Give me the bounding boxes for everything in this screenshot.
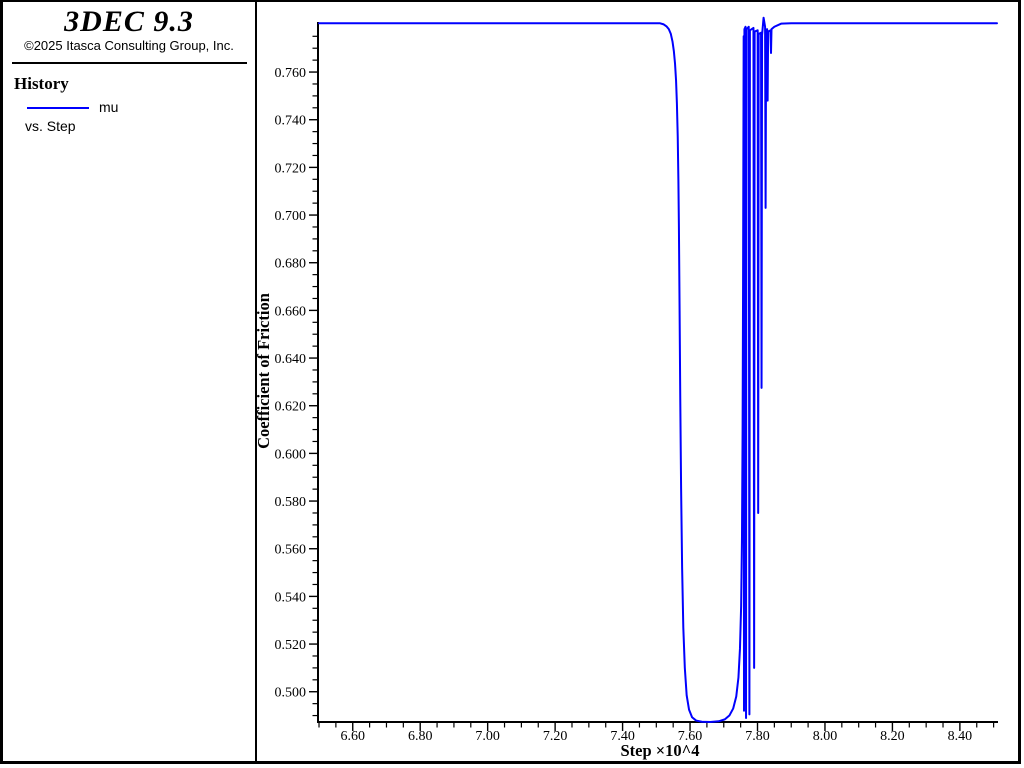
y-tick-label: 0.540 [275, 590, 307, 605]
y-tick-label: 0.600 [275, 447, 307, 462]
mu-series-swatch [27, 106, 89, 109]
y-tick-label: 0.700 [275, 209, 307, 224]
x-tick-label: 6.80 [408, 729, 433, 744]
x-axis-title: Step ×10^4 [620, 741, 699, 760]
legend-vs-label: vs. Step [25, 118, 76, 134]
x-tick-label: 8.40 [948, 729, 973, 744]
x-tick-label: 8.00 [813, 729, 838, 744]
y-tick-label: 0.740 [275, 114, 307, 129]
y-tick-label: 0.640 [275, 352, 307, 367]
history-heading: History [14, 74, 69, 93]
x-tick-label: 8.20 [880, 729, 905, 744]
x-tick-label: 7.60 [678, 729, 703, 744]
y-tick-label: 0.720 [275, 161, 307, 176]
app-title: 3DEC 9.3 [64, 5, 194, 38]
mu-series-line [318, 16, 998, 723]
y-tick-label: 0.620 [275, 400, 307, 415]
panel-divider [12, 62, 247, 64]
y-tick-label: 0.760 [275, 66, 307, 81]
y-tick-label: 0.520 [275, 638, 307, 653]
y-tick-label: 0.560 [275, 543, 307, 558]
history-chart: 6.60 6.80 7.00 7.20 7.40 7.60 7.80 8.00 8.20 8.40… [257, 16, 998, 760]
x-tick-label: 7.40 [610, 729, 635, 744]
x-tick-label: 7.20 [543, 729, 568, 744]
y-axis-title: Coefficient of Friction [257, 293, 273, 449]
y-tick-label: 0.660 [275, 304, 307, 319]
y-tick-label: 0.680 [275, 257, 307, 272]
legend-item-mu: mu [27, 100, 255, 115]
x-tick-label: 6.60 [340, 729, 365, 744]
y-tick-label: 0.500 [275, 686, 307, 701]
chart-area: 6.60 6.80 7.00 7.20 7.40 7.60 7.80 8.00 8.20 8.40… [257, 2, 1018, 761]
y-tick-label: 0.580 [275, 495, 307, 510]
x-tick-label: 7.00 [475, 729, 500, 744]
copyright-text: ©2025 Itasca Consulting Group, Inc. [24, 38, 234, 53]
x-tick-label: 7.80 [745, 729, 770, 744]
legend-series-label: mu [99, 99, 119, 115]
legend-panel: 3DEC 9.3 ©2025 Itasca Consulting Group, … [3, 2, 257, 761]
